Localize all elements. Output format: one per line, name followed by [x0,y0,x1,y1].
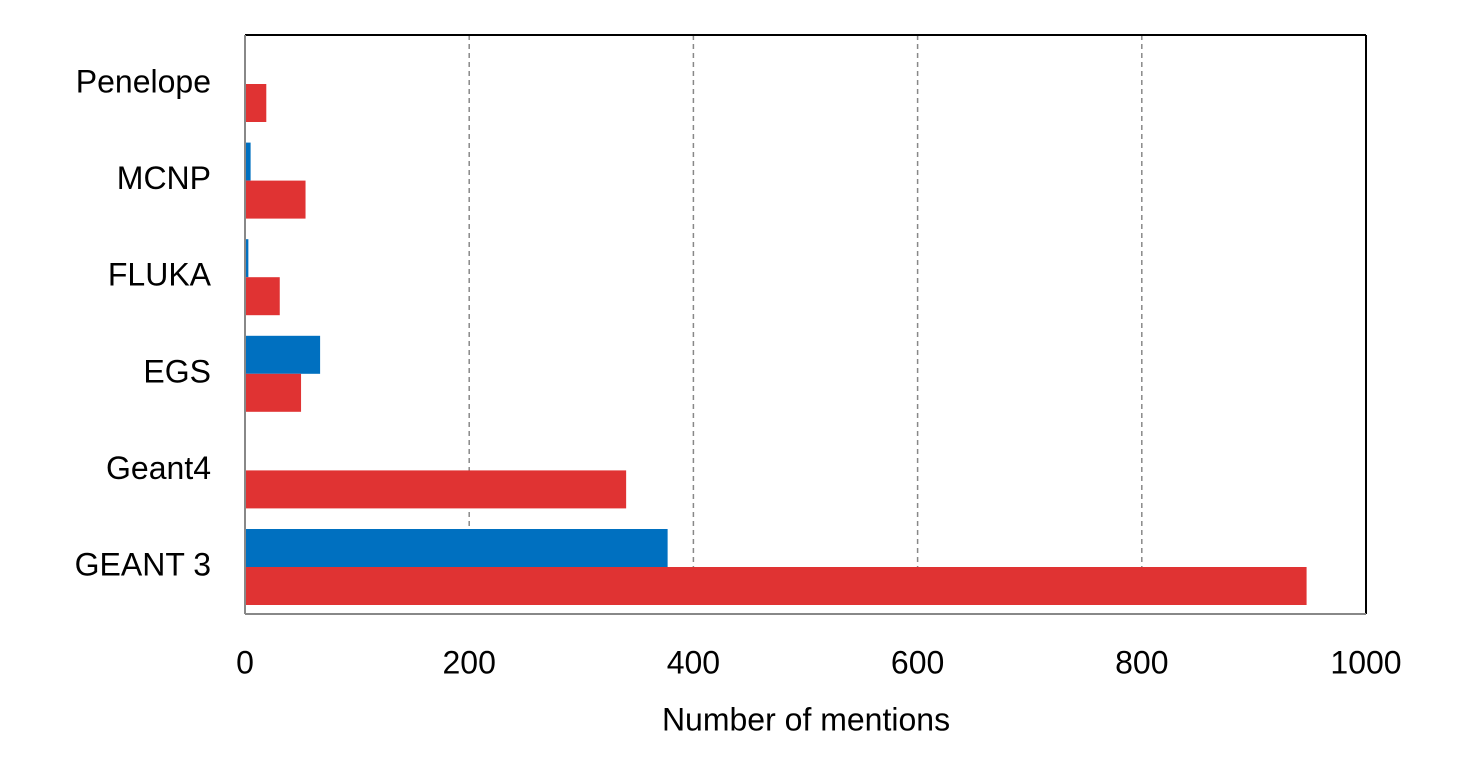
bar [245,239,249,278]
y-tick-label: GEANT 3 [75,546,211,582]
x-tick-label: 400 [667,644,720,680]
bar [245,529,668,567]
bar [245,470,627,509]
bar [245,84,267,122]
y-tick-label: Penelope [76,63,211,99]
bar [245,142,251,181]
y-tick-label: MCNP [117,160,211,196]
x-tick-label: 800 [1115,644,1168,680]
bar [245,180,306,219]
y-tick-label: FLUKA [108,257,212,293]
x-axis-label: Number of mentions [662,701,950,737]
x-tick-label: 0 [236,644,254,680]
bar [245,277,280,316]
y-tick-label: EGS [143,353,211,389]
bar [245,567,1307,605]
x-tick-label: 200 [443,644,496,680]
x-tick-label: 1000 [1330,644,1401,680]
x-tick-label: 600 [891,644,944,680]
bar [245,335,321,374]
y-tick-label: Geant4 [106,450,211,486]
bar [245,373,302,412]
